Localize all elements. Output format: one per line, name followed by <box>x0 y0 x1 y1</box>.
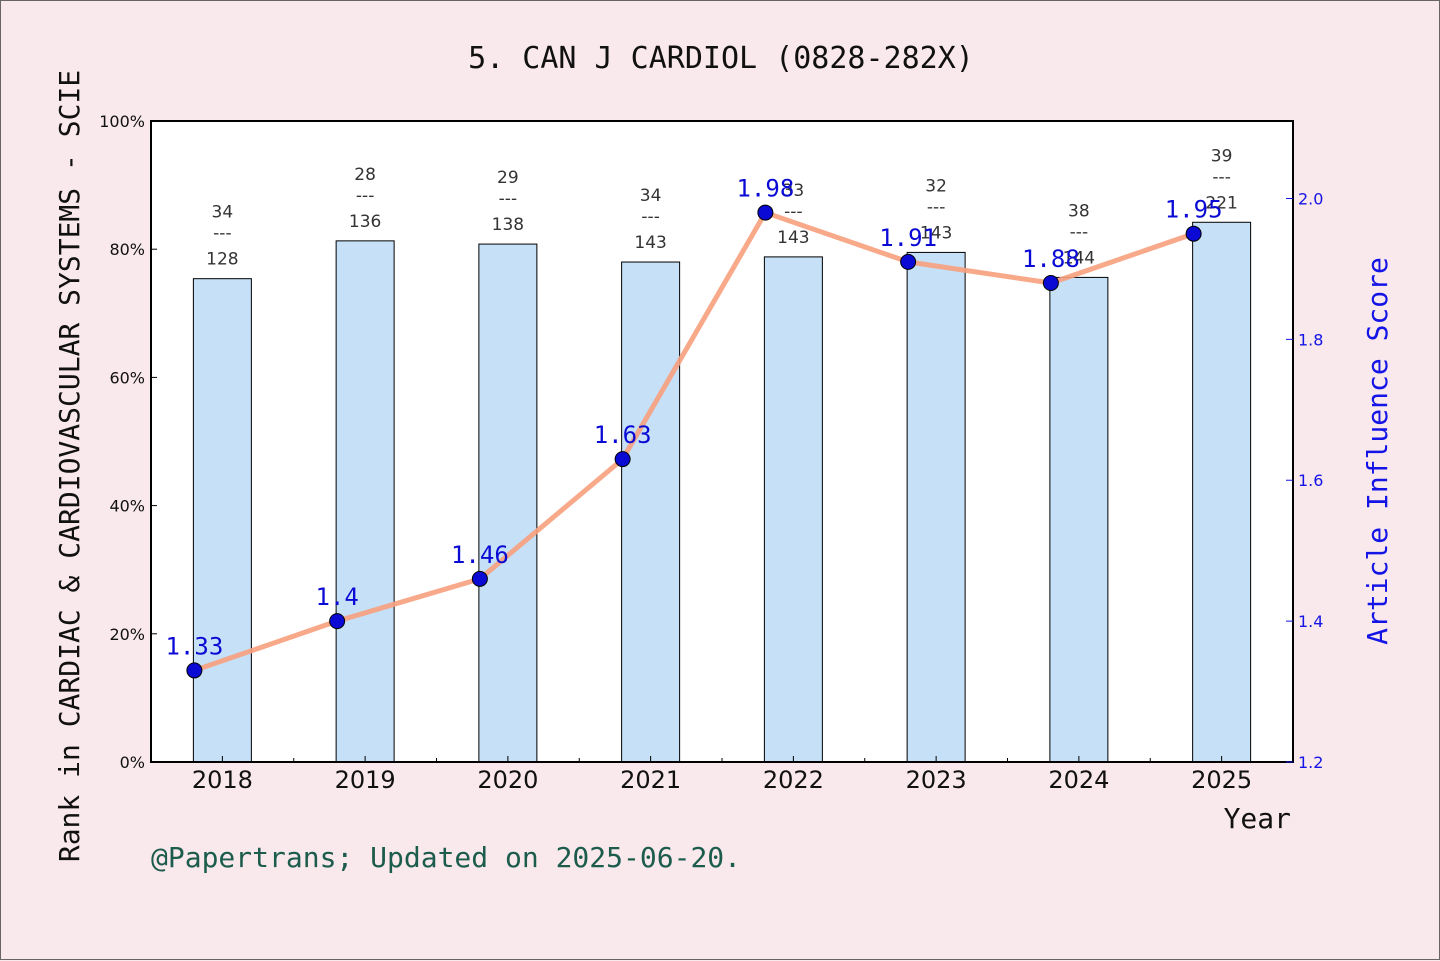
rank-label-2024: 38 <box>1068 201 1090 221</box>
rank-separator-2023: --- <box>927 197 945 217</box>
rank-label-2021: 34 <box>640 186 662 206</box>
total-label-2025: 221 <box>1205 193 1237 213</box>
total-label-2023: 143 <box>920 223 952 243</box>
rank-separator-2021: --- <box>641 207 659 227</box>
y-tick-label: 40% <box>109 497 145 516</box>
rank-separator-2020: --- <box>499 189 517 209</box>
rank-label-2019: 28 <box>354 165 376 185</box>
bar-2025 <box>1192 221 1252 763</box>
x-tick-label-2020: 2020 <box>477 766 538 794</box>
x-tick-label-2023: 2023 <box>906 766 967 794</box>
ais-value-label-2024: 1.88 <box>1022 245 1080 273</box>
y2-tick-label: 1.4 <box>1298 612 1323 631</box>
ais-value-label-2020: 1.46 <box>451 541 509 569</box>
ais-value-label-2023: 1.91 <box>879 224 937 252</box>
chart-title: 5. CAN J CARDIOL (0828-282X) <box>468 41 974 76</box>
y-tick-label: 20% <box>109 625 145 644</box>
plot-area <box>151 121 1293 762</box>
total-label-2018: 128 <box>206 250 238 270</box>
y2-tick-label: 1.6 <box>1298 471 1323 490</box>
x-tick-label-2019: 2019 <box>335 766 396 794</box>
y-axis-label: Rank in CARDIAC & CARDIOVASCULAR SYSTEMS… <box>53 70 86 862</box>
rank-separator-2025: --- <box>1212 167 1230 187</box>
rank-label-2018: 34 <box>212 203 234 223</box>
rank-separator-2024: --- <box>1070 222 1088 242</box>
y-tick-label: 100% <box>99 112 145 131</box>
y2-tick-label: 1.8 <box>1298 330 1323 349</box>
ais-value-label-2022: 1.98 <box>736 175 794 203</box>
rank-separator-2022: --- <box>784 202 802 222</box>
total-label-2020: 138 <box>492 215 524 235</box>
y-tick-label: 0% <box>120 753 145 772</box>
ais-marker-2020 <box>471 570 488 587</box>
total-label-2022: 143 <box>777 228 809 248</box>
x-tick-label-2022: 2022 <box>763 766 824 794</box>
bar-2020 <box>478 243 538 763</box>
bar-2022 <box>763 256 823 763</box>
ais-marker-2023 <box>900 253 917 270</box>
ais-marker-2024 <box>1042 275 1059 292</box>
ais-marker-2021 <box>614 451 631 468</box>
rank-label-2023: 32 <box>925 176 947 196</box>
ais-marker-2025 <box>1185 225 1202 242</box>
y-tick-label: 80% <box>109 240 145 259</box>
credit-text: @Papertrans; Updated on 2025-06-20. <box>151 841 741 874</box>
rank-label-2025: 39 <box>1211 146 1233 166</box>
ais-value-label-2019: 1.4 <box>315 583 358 611</box>
x-tick-label-2021: 2021 <box>620 766 681 794</box>
x-tick-label-2018: 2018 <box>192 766 253 794</box>
bar-2024 <box>1049 276 1109 763</box>
ais-value-label-2025: 1.95 <box>1165 196 1223 224</box>
total-label-2021: 143 <box>634 233 666 253</box>
bar-2023 <box>906 251 966 763</box>
y-tick-label: 60% <box>109 368 145 387</box>
rank-label-2022: 33 <box>783 181 805 201</box>
x-axis-label: Year <box>1224 802 1291 835</box>
bar-2018 <box>192 278 252 763</box>
y2-tick-label: 1.2 <box>1298 753 1323 772</box>
ais-value-label-2018: 1.33 <box>165 632 223 660</box>
bar-2019 <box>335 240 395 763</box>
ais-marker-2022 <box>757 204 774 221</box>
ais-marker-2018 <box>186 662 203 679</box>
y2-axis-label: Article Influence Score <box>1361 257 1394 645</box>
x-tick-label-2024: 2024 <box>1048 766 1109 794</box>
rank-separator-2018: --- <box>213 224 231 244</box>
ais-line <box>193 210 1195 673</box>
x-tick-label-2025: 2025 <box>1191 766 1252 794</box>
y2-tick-label: 2.0 <box>1298 189 1323 208</box>
ais-marker-2019 <box>329 613 346 630</box>
total-label-2019: 136 <box>349 212 381 232</box>
total-label-2024: 144 <box>1063 248 1095 268</box>
rank-separator-2019: --- <box>356 186 374 206</box>
bar-2021 <box>621 261 681 763</box>
rank-label-2020: 29 <box>497 168 519 188</box>
ais-value-label-2021: 1.63 <box>594 421 652 449</box>
